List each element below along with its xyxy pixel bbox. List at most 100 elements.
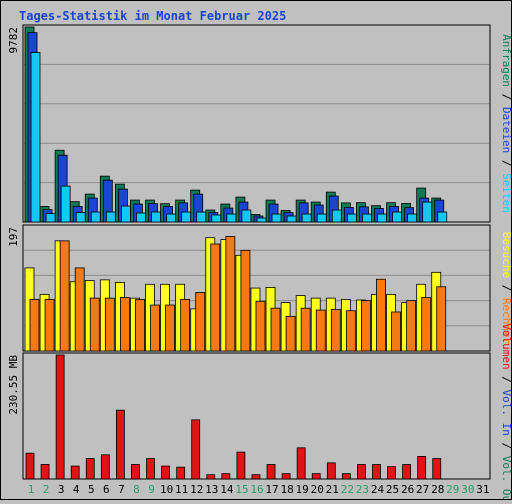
requests_panel-bar-seiten-day-7	[120, 205, 131, 223]
volume_panel-bar-volumen-day-3	[55, 354, 65, 480]
requests_panel-bar-seiten-day-10	[166, 213, 176, 223]
volume_panel-bar-volumen-day-23	[357, 464, 366, 480]
visits_panel-bar-rechner-day-21	[330, 309, 341, 352]
visits_panel-bar-rechner-day-26	[406, 300, 417, 352]
volume_panel-bar-volumen-day-26	[402, 464, 412, 480]
visits_panel-bar-rechner-day-8	[135, 298, 145, 352]
requests_panel-bar-seiten-day-8	[136, 212, 146, 223]
requests_panel-bar-seiten-day-9	[151, 211, 161, 223]
visits_panel-bar-rechner-day-13	[210, 243, 221, 352]
volume_panel-bar-volumen-day-5	[85, 458, 95, 480]
x-tick-day-14: 14	[220, 483, 234, 496]
visits_panel-bar-rechner-day-5	[89, 297, 100, 352]
requests_panel-bar-seiten-day-16	[256, 217, 267, 223]
visits_panel-bar-rechner-day-18	[285, 315, 296, 352]
visits_panel-bar-rechner-day-6	[104, 297, 115, 352]
x-tick-day-12: 12	[190, 483, 203, 496]
x-tick-day-30: 30	[461, 483, 474, 496]
visits_panel-bar-rechner-day-10	[165, 304, 175, 352]
x-tick-day-16: 16	[250, 483, 263, 496]
volume_panel-bar-volumen-day-11	[176, 466, 186, 480]
visits_panel-bar-rechner-day-22	[345, 310, 356, 352]
x-tick-day-6: 6	[103, 483, 110, 496]
volume_panel-bar-volumen-day-13	[206, 474, 216, 480]
volume_panel-bar-volumen-day-18	[281, 473, 291, 480]
x-tick-day-17: 17	[265, 483, 278, 496]
visits_panel-ymax-label: 197	[7, 227, 20, 247]
visits_panel-bar-rechner-day-3	[59, 240, 70, 352]
x-tick-day-25: 25	[386, 483, 399, 496]
visits_panel-bar-rechner-day-27	[421, 297, 432, 352]
x-tick-day-7: 7	[118, 483, 125, 496]
x-tick-day-3: 3	[58, 483, 65, 496]
requests_panel-bar-seiten-day-5	[90, 211, 101, 223]
requests_panel-bar-seiten-day-1	[30, 52, 41, 223]
visits_panel-bar-rechner-day-2	[44, 298, 55, 352]
requests_panel-bar-seiten-day-21	[331, 209, 342, 223]
volume_panel-bar-volumen-day-22	[341, 473, 351, 480]
x-tick-day-4: 4	[73, 483, 80, 496]
x-tick-day-23: 23	[356, 483, 369, 496]
visits_panel-bar-rechner-day-12	[195, 292, 206, 352]
requests_panel-bar-seiten-day-3	[60, 185, 71, 223]
visits_panel-bar-rechner-day-15	[240, 249, 251, 352]
volume_panel-bar-volumen-day-10	[161, 465, 170, 480]
volume_panel-ymax-label: 230.55 MB	[7, 355, 20, 415]
legend-vol-out: Vol. Out	[500, 456, 511, 499]
legend-anfragen: Anfragen	[500, 34, 511, 87]
visits_panel-bar-rechner-day-9	[150, 304, 160, 352]
volume_panel-bar-volumen-day-28	[432, 458, 442, 480]
volume_panel-bar-volumen-day-21	[326, 462, 336, 480]
x-tick-day-15: 15	[235, 483, 248, 496]
requests_panel-bar-seiten-day-26	[407, 213, 418, 223]
requests_panel-bar-seiten-day-17	[271, 213, 282, 223]
legend-volumen: Volumen	[500, 323, 511, 369]
x-tick-day-31: 31	[476, 483, 489, 496]
volume_panel-bar-volumen-day-24	[372, 464, 381, 480]
volume_panel-right-legend: Volumen / Vol. In / Vol. Out	[500, 323, 511, 499]
x-tick-day-8: 8	[133, 483, 140, 496]
x-tick-day-28: 28	[431, 483, 444, 496]
visits_panel-bar-rechner-day-23	[361, 300, 371, 352]
requests_panel-bar-seiten-day-2	[45, 213, 56, 223]
requests_panel-bar-seiten-day-27	[422, 201, 433, 223]
visits_panel-bar-rechner-day-11	[180, 298, 191, 352]
requests_panel-bar-seiten-day-20	[316, 213, 327, 223]
volume_panel-bar-volumen-day-6	[100, 454, 110, 480]
volume_panel-plot-area	[22, 352, 491, 480]
x-tick-day-21: 21	[326, 483, 339, 496]
visits_panel-bar-rechner-day-16	[255, 300, 266, 352]
volume_panel-bar-volumen-day-2	[40, 464, 50, 480]
requests_panel-ymax-label: 9782	[7, 27, 20, 54]
chart-title: Tages-Statistik im Monat Februar 2025	[19, 9, 286, 23]
requests_panel-bar-seiten-day-12	[196, 211, 207, 223]
volume_panel-bar-volumen-day-20	[311, 473, 321, 480]
volume_panel-bar-volumen-day-16	[251, 474, 261, 480]
x-tick-day-24: 24	[371, 483, 385, 496]
requests_panel-bar-seiten-day-22	[346, 213, 357, 223]
volume_panel-bar-volumen-day-17	[266, 464, 276, 480]
visits_panel-bar-rechner-day-14	[225, 236, 236, 352]
requests_panel-bar-seiten-day-24	[377, 213, 387, 223]
x-tick-day-9: 9	[148, 483, 155, 496]
volume_panel-bar-volumen-day-8	[131, 464, 140, 480]
requests_panel-bar-seiten-day-6	[105, 211, 116, 223]
requests_panel-bar-seiten-day-19	[301, 213, 312, 223]
x-tick-day-22: 22	[341, 483, 354, 496]
x-tick-day-10: 10	[160, 483, 173, 496]
volume_panel-bar-volumen-day-7	[115, 409, 125, 480]
volume_panel-bar-volumen-day-25	[387, 466, 396, 480]
legend-dateien: Dateien	[500, 107, 511, 153]
x-tick-day-11: 11	[175, 483, 188, 496]
visits_panel-bar-rechner-day-25	[391, 311, 401, 352]
visits_panel-bar-rechner-day-28	[436, 286, 447, 352]
visits_panel-bar-rechner-day-7	[119, 297, 130, 352]
x-tick-day-29: 29	[446, 483, 459, 496]
legend-seiten: Seiten	[500, 173, 511, 213]
x-tick-day-20: 20	[311, 483, 324, 496]
visits_panel-bar-rechner-day-1	[29, 298, 40, 352]
visits_panel-bar-rechner-day-20	[315, 309, 326, 352]
legend-rechner: Rechner	[500, 298, 511, 345]
